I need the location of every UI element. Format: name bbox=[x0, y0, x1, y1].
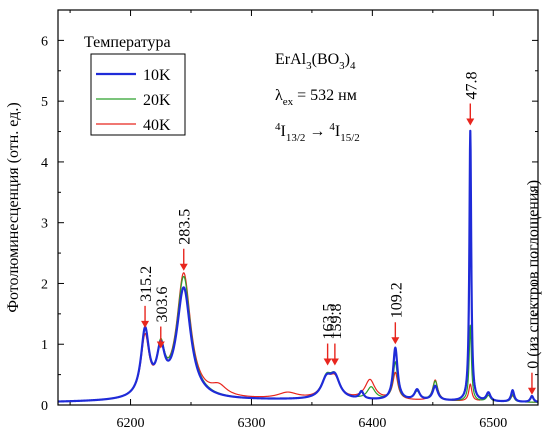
y-tick-label: 2 bbox=[41, 277, 48, 292]
legend-label-10k: 10K bbox=[143, 67, 171, 84]
series-layer bbox=[58, 129, 538, 403]
legend-title: Температура bbox=[84, 34, 171, 51]
peak-label: 303.6 bbox=[154, 287, 171, 323]
legend-label-20k: 20K bbox=[143, 92, 171, 109]
legend-label-40k: 40K bbox=[143, 117, 171, 134]
peak-arrow-head bbox=[141, 320, 150, 328]
plot-frame bbox=[57, 9, 539, 406]
peak-arrow-head bbox=[391, 337, 400, 345]
x-tick-label: 6300 bbox=[237, 416, 265, 431]
y-axis-label: Фотолюминесценция (отн. ед.) bbox=[5, 102, 22, 312]
legend-box bbox=[90, 53, 186, 136]
y-tick-label: 5 bbox=[41, 95, 48, 110]
peak-arrow-head bbox=[527, 387, 536, 395]
peak-label: 0 (из спектров поглощения) bbox=[525, 180, 542, 369]
peak-label: 163.5 bbox=[321, 304, 338, 340]
peak-arrow-head bbox=[330, 358, 339, 366]
peak-arrow-head bbox=[323, 358, 332, 366]
peak-arrow-head bbox=[179, 263, 188, 271]
axis-ticks: 6200 6300 6400 6500 0 1 2 3 4 5 6 bbox=[41, 10, 538, 431]
plot-border bbox=[57, 9, 539, 406]
peak-label: 159.8 bbox=[328, 304, 345, 340]
y-tick-label: 1 bbox=[41, 338, 48, 353]
y-tick-label: 3 bbox=[41, 217, 48, 232]
excitation-wavelength: λex = 532 нм bbox=[275, 87, 357, 108]
y-tick-label: 4 bbox=[41, 156, 48, 171]
peak-label: 315.2 bbox=[138, 266, 155, 302]
compound-formula: ErAl3(BO3)4 bbox=[275, 51, 356, 72]
peak-label: 109.2 bbox=[388, 282, 405, 318]
x-tick-label: 6400 bbox=[358, 416, 386, 431]
annotation-block: ErAl3(BO3)4 λex = 532 нм 4I13/2 → 4I15/2 bbox=[275, 51, 360, 144]
x-tick-label: 6500 bbox=[479, 416, 507, 431]
y-tick-label: 6 bbox=[41, 34, 48, 49]
legend: Температура 10K 20K 40K bbox=[84, 34, 186, 136]
y-tick-label: 0 bbox=[41, 399, 48, 414]
peak-arrow-head bbox=[156, 341, 165, 349]
x-tick-label: 6200 bbox=[117, 416, 145, 431]
peak-label: 47.8 bbox=[463, 72, 480, 100]
peak-arrow-head bbox=[466, 118, 475, 126]
transition-label: 4I13/2 → 4I15/2 bbox=[275, 121, 360, 144]
peak-label: 283.5 bbox=[177, 209, 194, 245]
series-line-10k bbox=[58, 129, 538, 403]
